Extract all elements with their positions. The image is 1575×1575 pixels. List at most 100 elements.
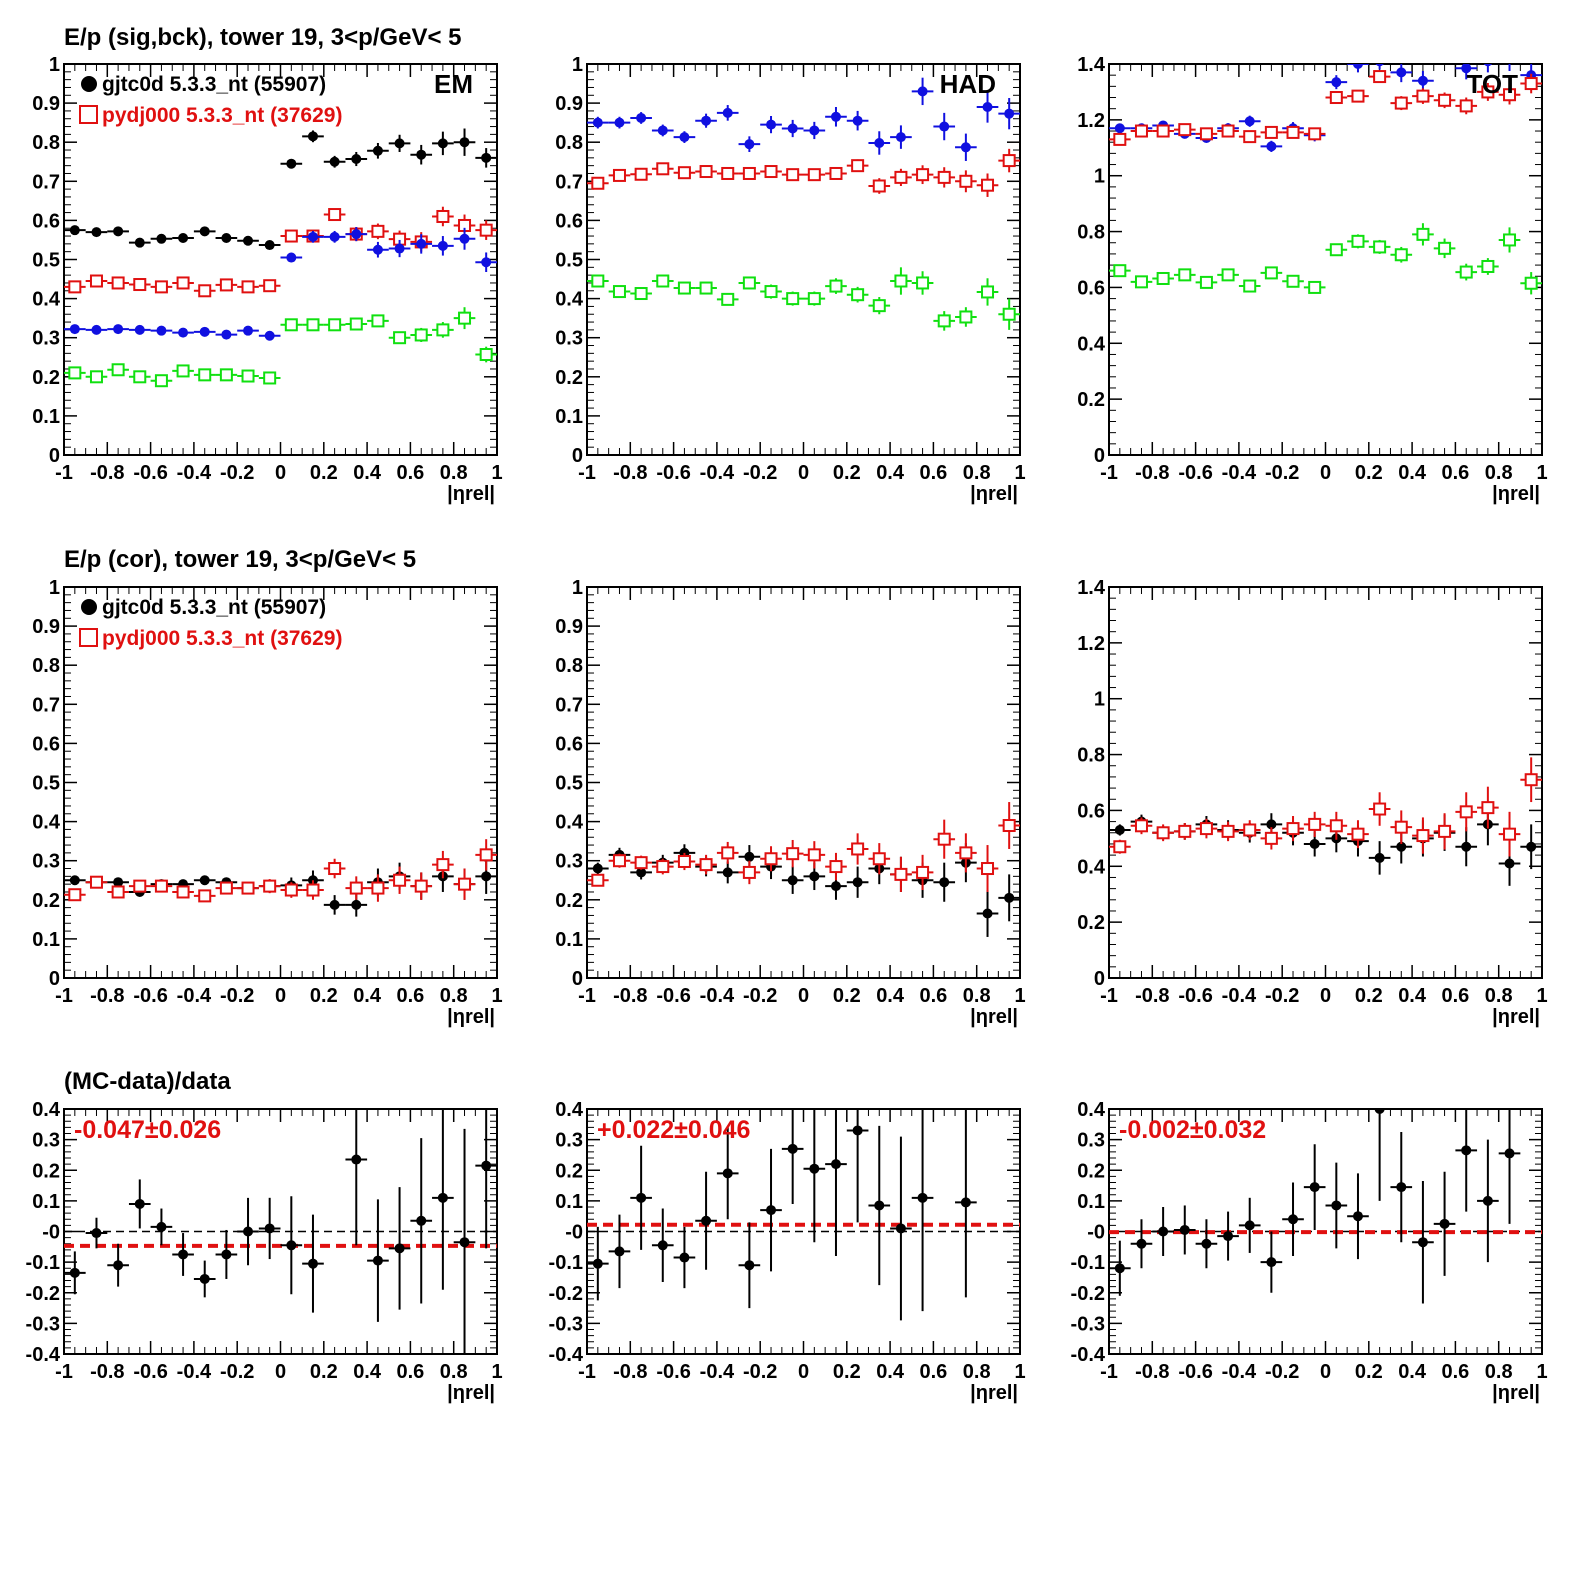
data-point (1308, 280, 1322, 294)
fit-result-label: -0.002±0.032 (1119, 1116, 1266, 1144)
data-point (69, 875, 80, 886)
data-point (829, 279, 843, 293)
y-tick-label: 0.3 (1077, 1130, 1105, 1152)
data-point (154, 879, 168, 893)
x-tick-label: -0.8 (613, 1361, 647, 1383)
data-point (1286, 274, 1300, 288)
x-tick-label: -0.4 (177, 1361, 212, 1383)
data-point (939, 877, 950, 888)
x-axis-label: |ηrel| (447, 1006, 495, 1028)
data-point (1308, 817, 1322, 831)
data-point (981, 285, 995, 299)
y-tick-label: 0 (49, 968, 60, 990)
x-tick-label: 0.8 (1485, 985, 1513, 1007)
data-point (612, 285, 626, 299)
data-point (372, 1255, 383, 1266)
series-0 (64, 128, 497, 251)
data-point (1331, 1200, 1342, 1211)
data-point (916, 865, 930, 879)
data-point (69, 324, 80, 335)
series-1 (64, 206, 497, 298)
x-axis-label: |ηrel| (447, 483, 495, 505)
data-point (1373, 240, 1387, 254)
data-point (89, 370, 103, 384)
y-tick-label: 1.2 (1077, 633, 1105, 655)
data-point (807, 848, 821, 862)
data-point (178, 1249, 189, 1260)
x-tick-label: 0.6 (396, 985, 424, 1007)
data-point (219, 881, 233, 895)
data-point (1461, 841, 1472, 852)
data-point (937, 314, 951, 328)
y-tick-label: 0.2 (32, 367, 60, 389)
data-point (612, 854, 626, 868)
data-point (1004, 108, 1015, 119)
data-point (1156, 826, 1170, 840)
y-tick-label: 0.5 (32, 773, 60, 795)
x-tick-label: -0.8 (613, 985, 647, 1007)
data-point (1461, 64, 1472, 74)
x-tick-label: -1 (578, 462, 596, 484)
data-point (286, 1240, 297, 1251)
series-1 (1109, 70, 1542, 146)
data-point (1002, 307, 1016, 321)
legend-data-marker (81, 76, 97, 92)
data-point (699, 165, 713, 179)
data-point (371, 224, 385, 238)
y-tick-label: 0.4 (32, 289, 61, 311)
y-tick-label: 0.3 (32, 328, 60, 350)
data-point (1481, 259, 1495, 273)
data-point (852, 877, 863, 888)
data-point (1438, 241, 1452, 255)
x-tick-label: 0.8 (963, 985, 991, 1007)
data-point (178, 327, 189, 338)
x-tick-label: 0.4 (1398, 462, 1427, 484)
data-point (1266, 819, 1277, 830)
y-tick-label: -0.3 (1071, 1313, 1105, 1335)
data-point (1178, 268, 1192, 282)
data-point (636, 867, 647, 878)
data-point (786, 292, 800, 306)
x-axis-label: |ηrel| (970, 1006, 1018, 1028)
x-tick-label: -0.2 (743, 985, 777, 1007)
x-tick-label: -0.8 (90, 462, 124, 484)
data-point (894, 867, 908, 881)
data-point (1352, 64, 1363, 69)
data-point (1373, 70, 1387, 84)
data-point (133, 370, 147, 384)
data-point (243, 325, 254, 336)
x-tick-label: -0.6 (656, 1361, 690, 1383)
x-tick-label: 0 (1320, 1361, 1331, 1383)
data-point (221, 232, 232, 243)
data-point (1243, 279, 1257, 293)
data-point (89, 274, 103, 288)
data-point (351, 899, 362, 910)
legend-data-label: gjtc0d 5.3.3_nt (55907) (102, 73, 326, 96)
legend-mc-marker (79, 105, 98, 124)
row-2-title: E/p (cor), tower 19, 3<p/GeV< 5 (64, 546, 416, 573)
data-point (481, 1160, 492, 1171)
data-point (1002, 819, 1016, 833)
data-point (1440, 45, 1450, 55)
data-point (764, 165, 778, 179)
data-point (328, 208, 342, 222)
data-point (981, 178, 995, 192)
data-point (1201, 1238, 1212, 1249)
y-tick-label: 0.8 (555, 132, 583, 154)
y-tick-label: 0.2 (1077, 389, 1105, 411)
data-point (414, 328, 428, 342)
data-point (807, 168, 821, 182)
data-point (394, 1243, 405, 1254)
data-point (895, 1223, 906, 1234)
data-point (1459, 99, 1473, 113)
data-point (349, 317, 363, 331)
y-tick-label: 0.8 (32, 655, 60, 677)
data-point (437, 138, 448, 149)
data-point (1351, 89, 1365, 103)
data-point (830, 111, 841, 122)
data-point (1243, 130, 1257, 144)
data-point (851, 288, 865, 302)
fit-result-label: +0.022±0.046 (597, 1116, 750, 1144)
legend-mc-label: pydj000 5.3.3_nt (37629) (102, 627, 342, 650)
x-tick-label: 0.2 (1355, 1361, 1383, 1383)
